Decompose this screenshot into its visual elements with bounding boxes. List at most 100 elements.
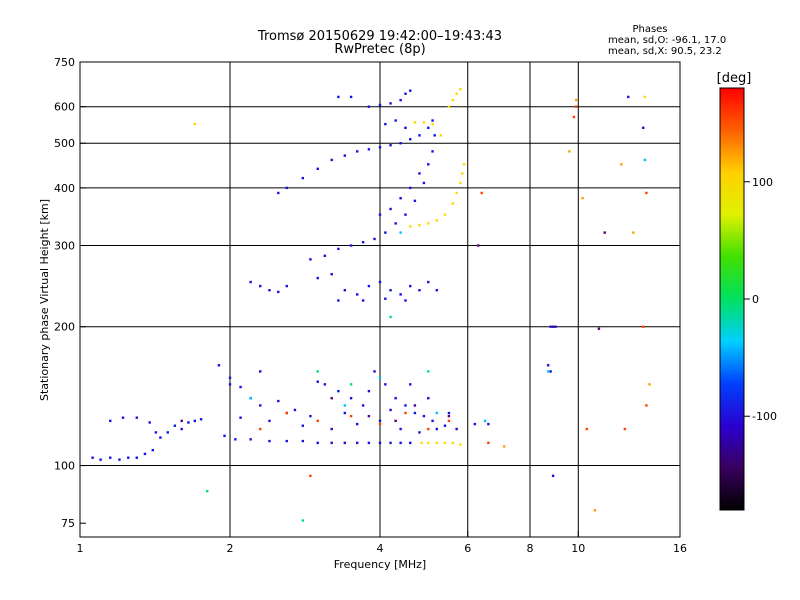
data-point <box>620 163 623 166</box>
data-point <box>648 383 651 386</box>
data-point <box>435 441 438 445</box>
data-point <box>409 441 412 445</box>
data-point <box>389 207 392 211</box>
data-point <box>180 419 183 423</box>
data-point <box>217 364 221 367</box>
y-axis-label: Stationary phase Virtual Height [km] <box>38 199 51 401</box>
data-point <box>384 231 387 234</box>
data-point <box>301 439 305 443</box>
chart-title: Tromsø 20150629 19:42:00–19:43:43 <box>257 29 502 44</box>
data-point <box>343 441 347 445</box>
data-point <box>343 411 347 415</box>
x-tick-label: 8 <box>527 542 534 555</box>
colorbar-tick-label: 0 <box>752 293 759 306</box>
data-point <box>316 441 319 445</box>
data-point <box>349 414 353 418</box>
data-point <box>603 231 606 234</box>
data-point <box>551 325 555 328</box>
data-point <box>439 134 443 137</box>
colorbar <box>719 87 745 511</box>
data-point <box>399 142 402 145</box>
data-point <box>330 396 333 400</box>
data-point <box>404 213 407 216</box>
data-point <box>399 427 402 431</box>
y-tick-label: 100 <box>54 460 75 473</box>
data-point <box>234 438 237 441</box>
data-point <box>431 150 434 153</box>
data-point <box>459 181 462 185</box>
data-point <box>443 441 447 445</box>
data-point <box>447 411 451 415</box>
data-point <box>427 222 430 225</box>
data-point <box>394 396 397 400</box>
data-point <box>427 441 430 445</box>
data-point <box>420 441 423 445</box>
data-point <box>355 150 359 153</box>
data-point <box>91 456 94 459</box>
data-point <box>451 202 455 205</box>
chart-subtitle: RwPretec (8p) <box>334 42 425 57</box>
data-point <box>427 280 430 284</box>
data-point <box>487 422 490 426</box>
data-point <box>323 254 327 257</box>
stats-line-x: mean, sd,X: 90.5, 23.2 <box>608 46 722 57</box>
data-point <box>301 519 305 522</box>
data-point <box>389 441 392 445</box>
data-point <box>316 276 319 280</box>
data-point <box>394 119 397 122</box>
data-point <box>572 115 576 119</box>
data-point <box>427 126 430 129</box>
colorbar-tick-label: 100 <box>752 176 773 189</box>
data-point <box>645 404 648 407</box>
data-point <box>277 399 280 403</box>
data-point <box>480 191 483 195</box>
data-point <box>431 119 434 122</box>
data-point <box>389 408 392 412</box>
data-point <box>259 370 262 373</box>
data-point <box>378 422 382 426</box>
stats-title: Phases <box>632 24 667 35</box>
data-point <box>367 441 371 445</box>
data-point <box>418 172 421 175</box>
data-point <box>239 416 242 419</box>
data-point <box>409 225 412 228</box>
data-point <box>433 134 436 137</box>
data-point <box>337 299 340 302</box>
data-point <box>316 370 319 373</box>
data-point <box>593 509 597 512</box>
data-point <box>277 191 280 195</box>
data-point <box>427 396 430 400</box>
colorbar-ticks: 100 0 -100 <box>744 176 777 423</box>
data-point <box>443 213 447 216</box>
data-point <box>355 441 359 445</box>
data-point <box>361 299 365 302</box>
grid-lines <box>80 62 680 537</box>
data-point <box>259 427 262 431</box>
data-point <box>447 419 451 423</box>
data-point <box>399 231 402 234</box>
data-point <box>268 289 271 292</box>
data-point <box>367 105 371 108</box>
data-point <box>477 244 480 247</box>
data-point <box>389 144 392 147</box>
data-point <box>343 289 347 292</box>
data-point <box>361 404 365 407</box>
y-tick-label: 750 <box>54 56 75 69</box>
data-point <box>378 376 382 379</box>
data-point <box>337 247 340 251</box>
data-point <box>384 297 387 300</box>
data-point <box>337 389 340 393</box>
data-point <box>549 370 552 373</box>
data-point <box>435 411 438 415</box>
data-point <box>330 427 333 431</box>
data-point <box>316 419 319 423</box>
y-tick-label: 600 <box>54 101 75 114</box>
data-point <box>459 443 462 446</box>
data-point <box>143 452 147 456</box>
data-point <box>435 427 438 431</box>
data-point <box>148 421 151 424</box>
data-point <box>277 290 280 294</box>
data-point <box>418 224 421 227</box>
data-point <box>99 458 102 461</box>
data-point <box>461 172 464 175</box>
